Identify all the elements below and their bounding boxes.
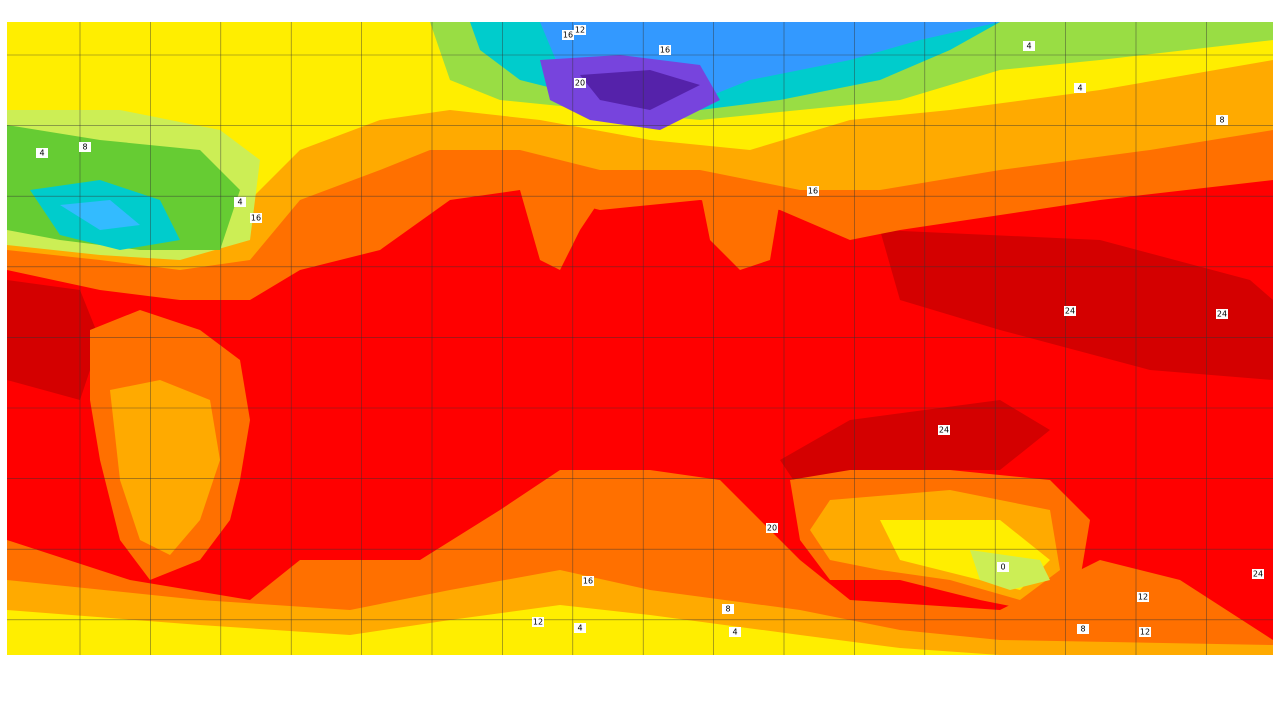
contour-label: 4 <box>1026 42 1031 51</box>
label-box <box>1139 627 1151 637</box>
label-box <box>729 627 741 637</box>
label-box <box>79 142 91 152</box>
label-box <box>1216 115 1228 125</box>
contour-label: 8 <box>1219 116 1224 125</box>
contour-label: 12 <box>1138 593 1148 602</box>
label-box <box>997 562 1009 572</box>
contour-label: 24 <box>1065 307 1075 316</box>
grid <box>7 22 1273 655</box>
contour-label: 20 <box>767 524 777 533</box>
label-box <box>582 576 594 586</box>
contour-label: 24 <box>939 426 949 435</box>
contour-label: 4 <box>577 624 582 633</box>
label-box <box>574 623 586 633</box>
contour-label: 4 <box>237 198 242 207</box>
label-box <box>938 425 950 435</box>
label-box <box>574 25 586 35</box>
temperature-field <box>7 22 1273 655</box>
label-box <box>807 186 819 196</box>
contour-label: 4 <box>732 628 737 637</box>
contour-label: 20 <box>575 79 585 88</box>
label-box <box>234 197 246 207</box>
contour-label: 16 <box>583 577 593 586</box>
contour-label: 0 <box>1000 563 1005 572</box>
contour-label: 16 <box>660 46 670 55</box>
label-box <box>766 523 778 533</box>
label-box <box>1023 41 1035 51</box>
label-box <box>1137 592 1149 602</box>
label-box <box>659 45 671 55</box>
contour-label: 4 <box>1077 84 1082 93</box>
label-box <box>1216 309 1228 319</box>
label-box <box>1252 569 1264 579</box>
label-box <box>1077 624 1089 634</box>
contour-label: 16 <box>251 214 261 223</box>
contour-label: 4 <box>39 149 44 158</box>
contour-label: 8 <box>1080 625 1085 634</box>
contour-label: 24 <box>1217 310 1227 319</box>
contour-label: 12 <box>1140 628 1150 637</box>
contour-label: 24 <box>1253 570 1263 579</box>
contour-label: 16 <box>563 31 573 40</box>
label-box <box>1074 83 1086 93</box>
contour-label: 8 <box>725 605 730 614</box>
label-box <box>1064 306 1076 316</box>
contour-label: 16 <box>808 187 818 196</box>
label-box <box>36 148 48 158</box>
contour-label: 12 <box>575 26 585 35</box>
label-box <box>532 617 544 627</box>
contour-label: 12 <box>533 618 543 627</box>
contour-label: 8 <box>82 143 87 152</box>
label-box <box>574 78 586 88</box>
label-box <box>250 213 262 223</box>
label-box <box>562 30 574 40</box>
label-box <box>722 604 734 614</box>
